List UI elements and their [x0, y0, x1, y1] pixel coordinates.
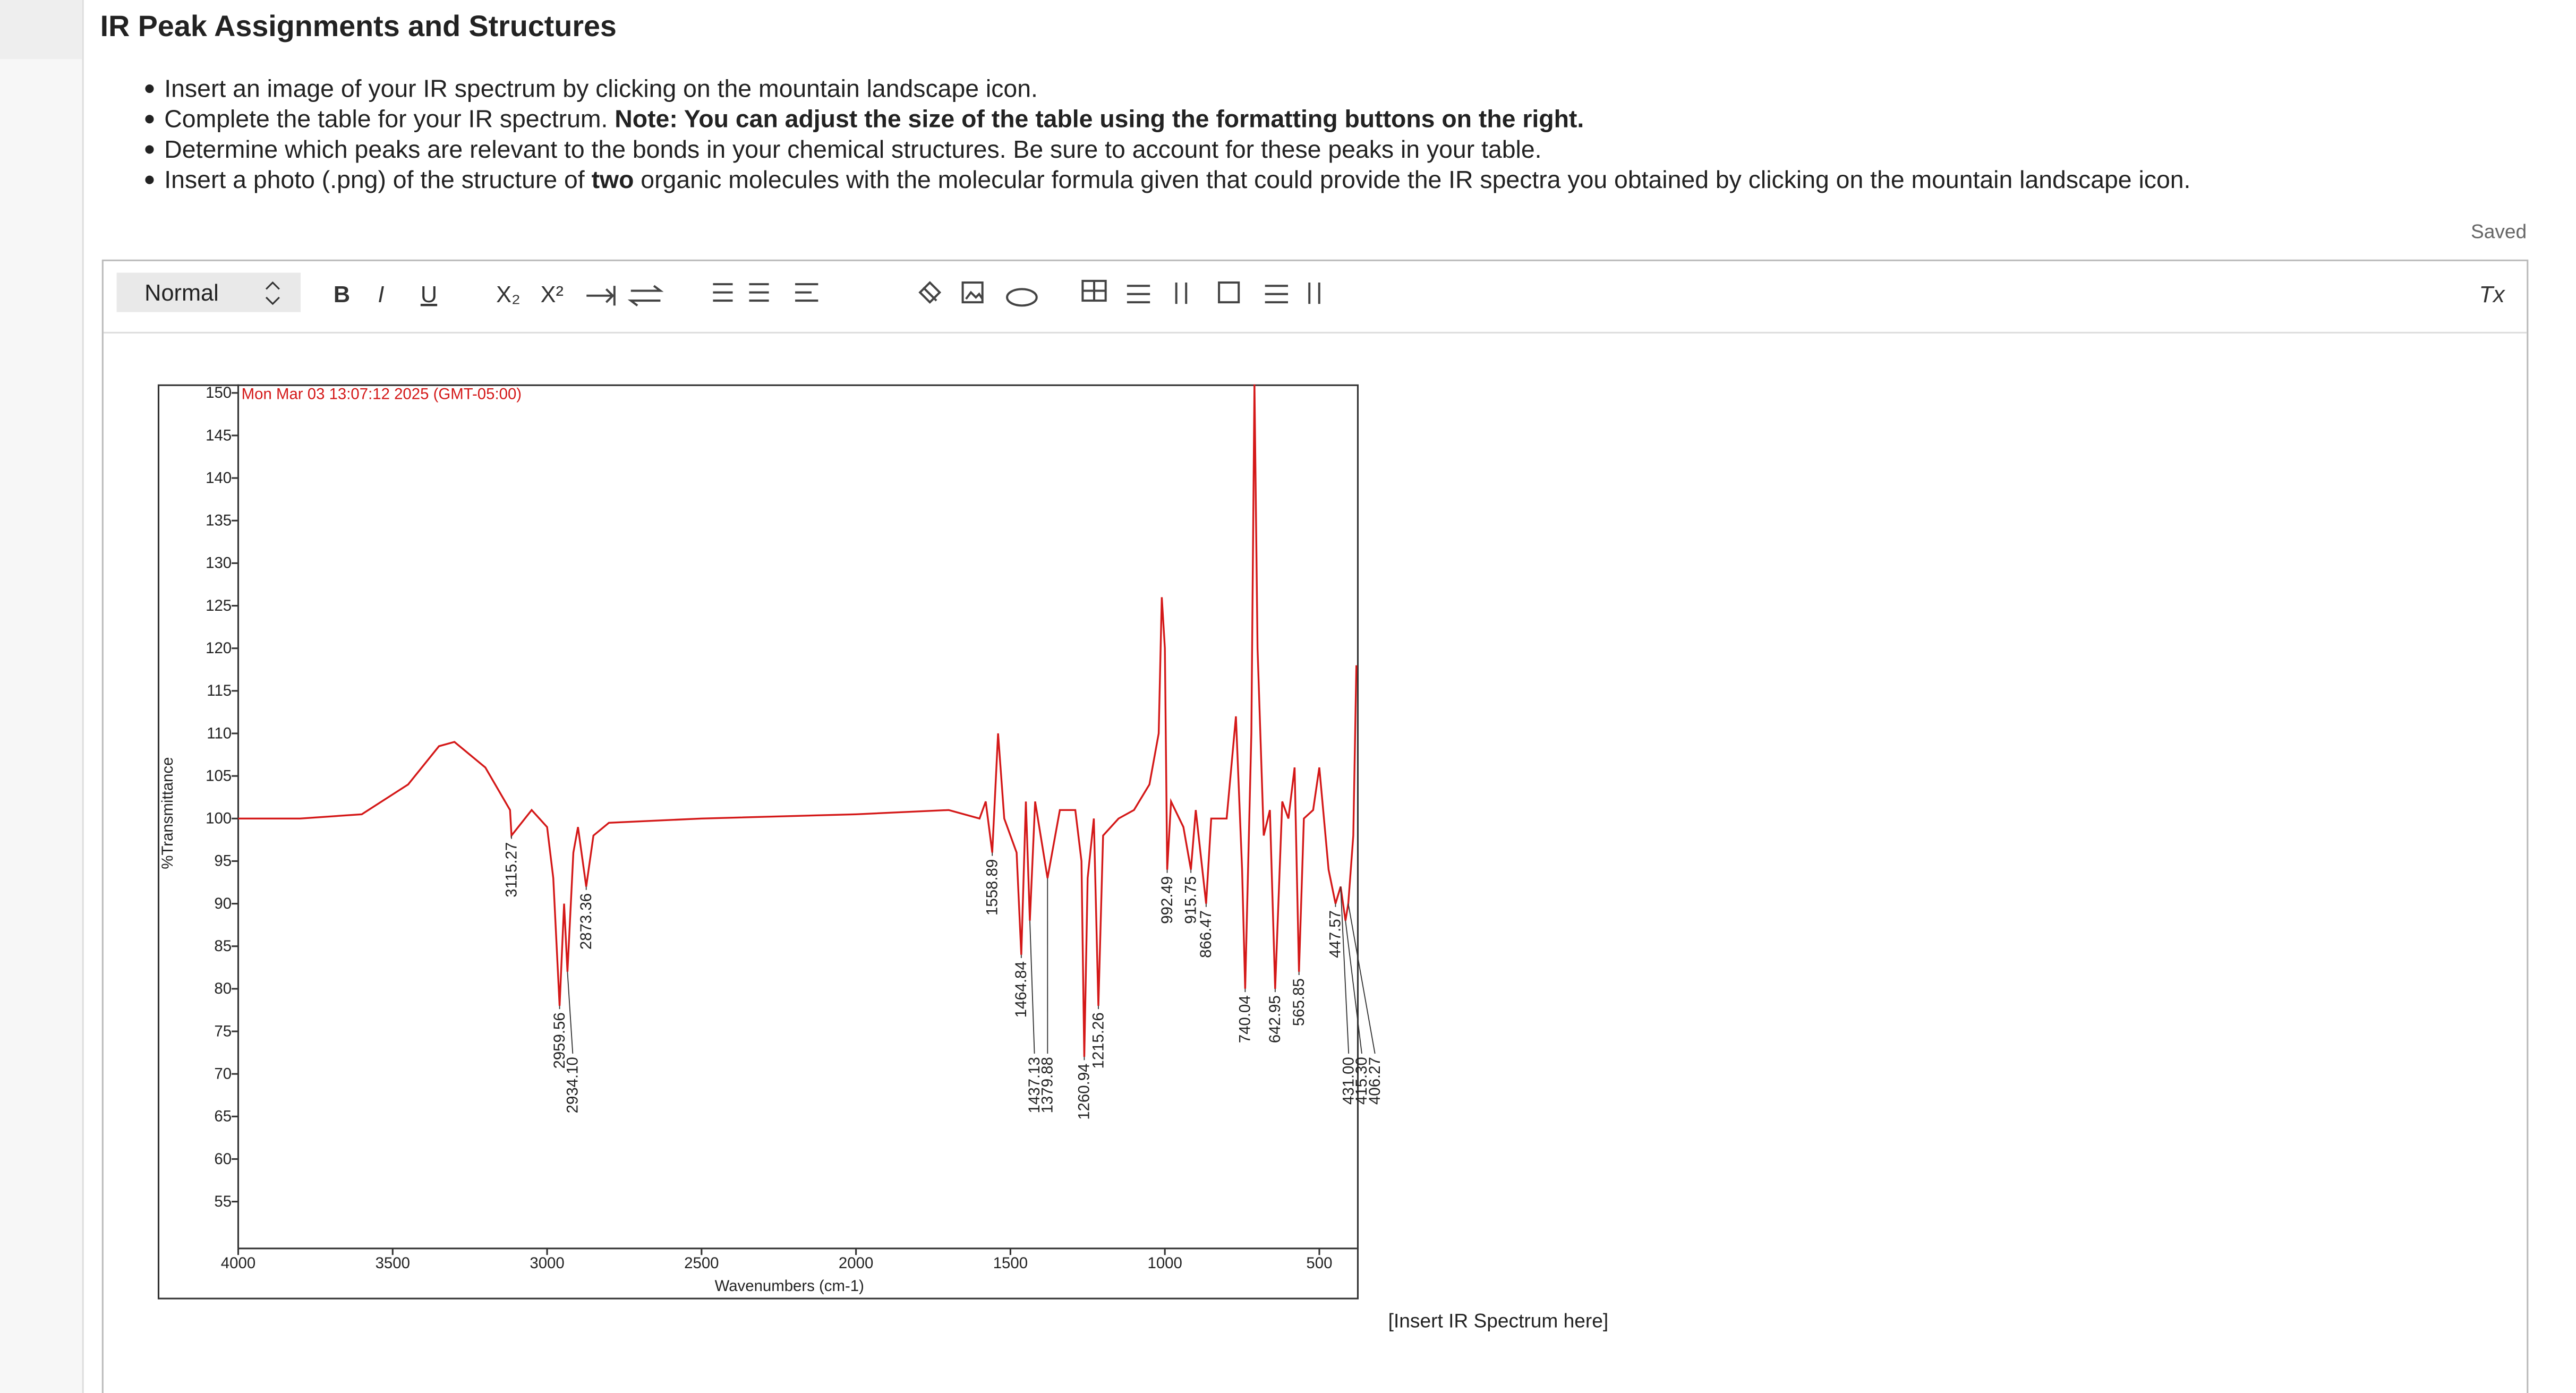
x-tick-label: 3500: [376, 1254, 410, 1272]
y-tick-label: 95: [214, 852, 232, 870]
peak-marker: [567, 971, 574, 1054]
instruction-text: Insert a photo (.png) of the structure o…: [164, 166, 591, 193]
instruction: Determine which peaks are relevant to th…: [164, 135, 1541, 163]
instruction-text: two: [592, 166, 634, 193]
instructions: Insert an image of your IR spectrum by c…: [145, 75, 2190, 193]
x-tick-label: 2500: [684, 1254, 719, 1272]
peak-label: 1437.13: [1026, 1057, 1043, 1113]
peak-label: 415.30: [1353, 1057, 1370, 1105]
y-tick-label: 115: [207, 682, 232, 699]
y-tick-label: 140: [206, 469, 232, 486]
peak-label: 1215.26: [1089, 1012, 1107, 1069]
y-tick-label: 105: [206, 767, 232, 784]
toolbar-button[interactable]: I: [378, 282, 384, 307]
y-tick-label: 75: [214, 1022, 232, 1040]
section-title: IR Peak Assignments and Structures: [100, 10, 617, 42]
instruction: Insert a photo (.png) of the structure o…: [164, 166, 2190, 193]
y-tick-label: 135: [206, 512, 232, 529]
y-tick-label: 100: [206, 810, 232, 827]
clear-format[interactable]: Tx: [2479, 282, 2505, 307]
spectrum-image: [157, 384, 1359, 1300]
toolbar-button[interactable]: U: [421, 282, 437, 307]
x-tick-label: 2000: [839, 1254, 873, 1272]
peak-label: 1260.94: [1076, 1063, 1093, 1119]
peak-label: 2934.10: [564, 1057, 582, 1113]
peak-marker: [1347, 903, 1376, 1054]
peak-marker: [1029, 920, 1035, 1054]
x-axis-label: Wavenumbers (cm-1): [715, 1277, 864, 1295]
y-tick-label: 125: [206, 597, 232, 614]
y-tick-label: 60: [214, 1150, 232, 1168]
peak-label: 565.85: [1290, 978, 1308, 1026]
y-tick-label: 150: [206, 384, 232, 401]
peak-label: 1379.88: [1039, 1057, 1056, 1113]
toolbar-icons: [586, 279, 1320, 307]
peak-marker: [1345, 920, 1362, 1054]
instruction-text: Insert an image of your IR spectrum by c…: [164, 75, 1038, 102]
bullet: [145, 84, 154, 93]
toolbar-button[interactable]: X²: [541, 282, 564, 307]
x-tick-label: 1000: [1148, 1254, 1182, 1272]
bullet: [145, 175, 154, 184]
y-axis-label: %Transmittance: [159, 757, 176, 869]
y-tick-label: 110: [207, 724, 232, 742]
peak-label: 2873.36: [577, 893, 595, 950]
y-tick-label: 145: [206, 426, 232, 444]
instruction-text: Note: You can adjust the size of the tab…: [615, 105, 1584, 133]
instruction: Complete the table for your IR spectrum.…: [164, 105, 1584, 133]
sidebar-tab: [0, 0, 82, 59]
y-tick-label: 55: [214, 1193, 232, 1210]
x-tick-label: 4000: [221, 1254, 255, 1272]
style-select-label: Normal: [144, 280, 219, 306]
toolbar-button[interactable]: X₂: [496, 282, 521, 307]
peak-marker: [1340, 886, 1350, 1054]
peak-label: 2959.56: [551, 1012, 568, 1069]
save-status: Saved: [2471, 220, 2527, 243]
spectrum-line: [238, 384, 1358, 1057]
y-tick-label: 90: [214, 895, 232, 912]
peak-label: 866.47: [1197, 910, 1215, 958]
peak-label: 642.95: [1266, 995, 1284, 1043]
y-tick-label: 120: [206, 639, 232, 657]
bullet: [145, 145, 154, 154]
peak-label: 447.57: [1327, 910, 1344, 958]
style-select[interactable]: [116, 272, 301, 312]
y-tick-label: 85: [214, 937, 232, 955]
toolbar-button[interactable]: B: [334, 282, 350, 307]
peak-label: 3115.27: [502, 842, 520, 898]
peak-label: 740.04: [1236, 995, 1254, 1043]
instruction: Insert an image of your IR spectrum by c…: [164, 75, 1038, 102]
instruction-text: organic molecules with the molecular for…: [634, 166, 2190, 193]
peak-label: 1464.84: [1012, 961, 1030, 1018]
y-tick-label: 130: [206, 554, 232, 572]
bullet: [145, 115, 154, 124]
x-tick-label: 500: [1306, 1254, 1332, 1272]
peak-label: 992.49: [1158, 876, 1176, 924]
timestamp: Mon Mar 03 13:07:12 2025 (GMT-05:00): [242, 386, 522, 403]
x-tick-label: 3000: [530, 1254, 564, 1272]
instruction-text: Determine which peaks are relevant to th…: [164, 135, 1541, 163]
peak-label: 406.27: [1366, 1057, 1384, 1105]
x-tick-label: 1500: [993, 1254, 1028, 1272]
instruction-text: Complete the table for your IR spectrum.: [164, 105, 615, 133]
spectrum-chart: 150 145 140 135 130 125 120 115 110 105 100 95 90 85 8…: [159, 384, 1384, 1295]
peak-label: 915.75: [1182, 876, 1199, 924]
y-tick-label: 70: [214, 1065, 232, 1082]
toolbar: B I U X₂ X²: [334, 282, 564, 307]
y-tick-label: 65: [214, 1108, 232, 1125]
sidebar: [0, 0, 82, 1393]
peak-label: 1558.89: [983, 859, 1001, 916]
select-arrows: [265, 281, 280, 305]
y-tick-label: 80: [214, 980, 232, 997]
image-caption: [Insert IR Spectrum here]: [1388, 1309, 1609, 1331]
peak-label: 431.00: [1340, 1057, 1357, 1105]
